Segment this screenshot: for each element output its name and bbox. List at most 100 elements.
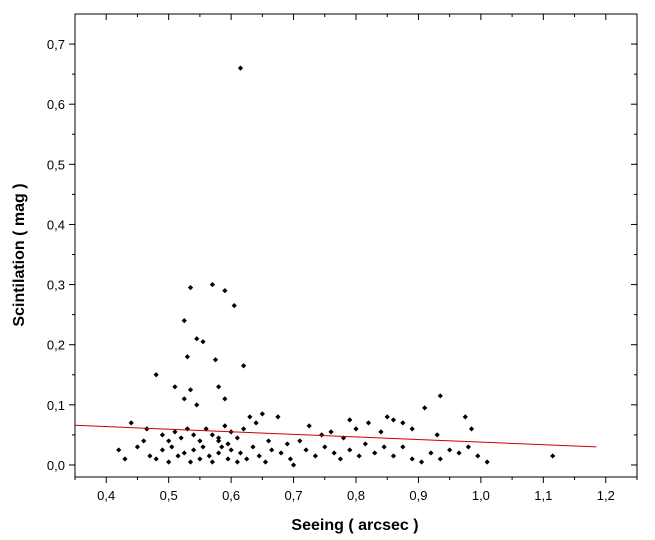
data-point [209,459,215,465]
y-axis-title: Scintilation ( mag ) [11,183,28,326]
data-point [378,429,384,435]
data-point [428,450,434,456]
data-point [337,456,343,462]
data-point [197,438,203,444]
x-tick-label: 0,9 [409,488,427,503]
data-point [400,444,406,450]
data-point [462,414,468,420]
data-point [209,432,215,438]
x-tick-label: 1,2 [597,488,615,503]
data-point [184,426,190,432]
data-point [181,450,187,456]
data-point [166,438,172,444]
data-point [172,429,178,435]
data-point [181,396,187,402]
data-point [216,435,222,441]
data-point [269,447,275,453]
data-point [144,426,150,432]
x-tick-label: 1,0 [472,488,490,503]
data-point [219,444,225,450]
data-point [181,318,187,324]
data-point [222,287,228,294]
data-point [241,363,247,369]
data-point [172,384,178,390]
data-point [353,426,359,432]
data-point [116,447,122,453]
data-point [187,284,194,291]
data-point [153,372,159,378]
data-point [222,396,228,402]
data-point [216,450,222,456]
data-point [278,450,284,456]
data-point [328,429,334,435]
data-point [306,423,312,429]
data-point [216,438,222,444]
data-point [247,414,253,420]
data-point [212,357,219,363]
data-point [234,435,240,441]
data-point [241,426,247,432]
y-tick-label: 0,6 [47,97,65,112]
data-point [297,438,303,444]
data-point [262,459,269,465]
data-point [178,435,184,441]
data-point [200,444,206,450]
y-tick-label: 0,4 [47,217,65,232]
data-point [447,447,453,453]
data-point [159,447,166,453]
axes: 0,4 0,5 0,6 0,7 0,8 0,9 1,0 1,1 1,2 0,0 0,1 0,2 0,3 0… [47,14,638,503]
data-point [275,414,281,420]
data-point [134,444,141,450]
data-point [225,456,231,462]
data-point [384,414,390,420]
x-tick-label: 1,1 [534,488,552,503]
data-point [194,402,200,408]
data-point [187,459,194,465]
data-point [206,453,212,459]
data-point [253,420,259,426]
data-point [356,453,362,459]
data-point [147,453,153,459]
data-point [400,420,406,426]
data-point [259,411,265,417]
data-point [169,444,175,450]
data-point [231,303,237,309]
data-point [381,444,387,450]
data-point [434,432,440,438]
y-tick-label: 0,3 [47,278,65,293]
data-point [418,459,425,465]
data-point [194,336,200,342]
data-point [216,384,222,390]
data-point [365,420,372,426]
x-tick-label: 0,6 [222,488,240,503]
data-point [250,444,256,450]
data-point [422,405,428,411]
data-point [347,447,353,453]
data-point [437,393,443,399]
data-points [116,65,556,468]
data-point [237,65,244,71]
data-point [209,281,215,288]
data-point [225,441,231,447]
data-point [390,453,397,459]
y-tick-label: 0,7 [47,37,65,52]
fit-line-group [74,424,597,448]
plot-frame [74,13,638,478]
data-point [159,432,166,438]
data-point [122,456,128,462]
data-point [290,462,297,468]
data-point [184,354,190,360]
data-point [265,438,272,444]
y-tick-label: 0,1 [47,398,65,413]
data-point [166,459,172,465]
data-point [465,444,471,450]
fit-line [74,424,597,448]
data-point [550,453,556,459]
data-point [319,432,325,438]
data-point [244,456,250,462]
x-tick-label: 0,8 [347,488,365,503]
data-point [153,456,159,462]
data-point [475,453,481,459]
data-point [187,387,194,393]
